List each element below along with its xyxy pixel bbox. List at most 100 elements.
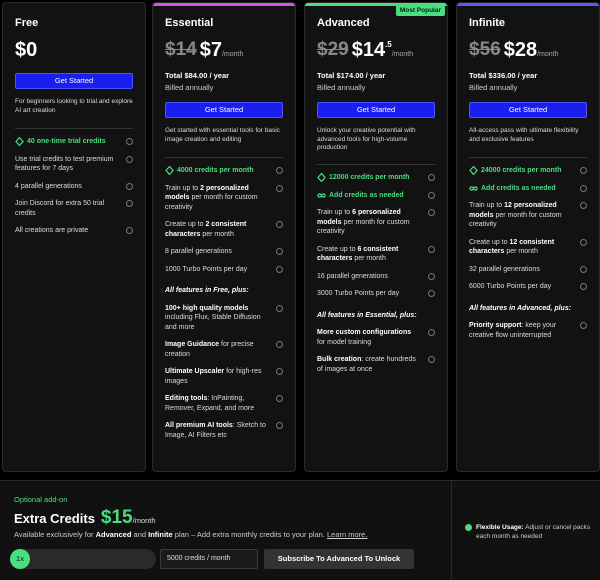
text-part: Advanced (95, 530, 132, 539)
feature: Create up to 2 consistent characters per… (165, 220, 283, 239)
subscribe-button[interactable]: Subscribe To Advanced To Unlock (264, 549, 414, 569)
info-icon[interactable] (276, 368, 283, 375)
info-icon[interactable] (276, 221, 283, 228)
get-started-button[interactable]: Get Started (317, 102, 435, 118)
feature: 8 parallel generations (165, 247, 283, 257)
get-started-button[interactable]: Get Started (165, 102, 283, 118)
plan-name: Infinite (469, 17, 506, 29)
info-icon[interactable] (276, 248, 283, 255)
feature: Create up to 6 consistent characters per… (317, 245, 435, 264)
get-started-button[interactable]: Get Started (15, 73, 133, 89)
text-part: All premium AI tools (165, 422, 233, 429)
text-part: for precise creation (165, 341, 254, 358)
section-heading: All features in Advanced, plus: (469, 304, 587, 314)
text-part: per month for custom creativity (469, 211, 562, 229)
feature: Use trial credits to test premium featur… (15, 155, 133, 174)
get-started-button[interactable]: Get Started (469, 102, 587, 118)
text-part: 3000 Turbo Points per day (317, 290, 400, 297)
info-icon[interactable] (580, 283, 587, 290)
info-icon[interactable] (126, 182, 133, 190)
price: $14 (351, 39, 386, 61)
text-part: Available exclusively for (14, 530, 96, 539)
info-icon[interactable] (580, 202, 587, 209)
text-part: Create up to (469, 238, 510, 246)
text-part: 2 personalized models (165, 184, 249, 202)
accent-bar (305, 3, 447, 6)
feature: Train up to 12 personalized models per m… (469, 201, 587, 230)
addon-description: Available exclusively for Advanced and I… (14, 530, 367, 539)
plan-name: Essential (165, 17, 214, 29)
text-part: 12000 credits per month (329, 174, 410, 181)
info-icon[interactable] (276, 395, 283, 402)
info-icon[interactable] (428, 329, 435, 336)
multiplier-slider[interactable]: 1x (10, 549, 156, 569)
info-icon[interactable] (580, 265, 587, 273)
feature: Train up to 2 personalized models per mo… (165, 184, 283, 213)
info-icon[interactable] (276, 422, 283, 429)
info-icon[interactable] (428, 191, 435, 199)
section-heading: All features in Free, plus: (165, 286, 283, 296)
info-icon[interactable] (580, 167, 587, 174)
text-part: 16 parallel generations (317, 272, 388, 280)
text-part: : keep your creative flow uninterrupted (469, 322, 557, 339)
text-part: Ultimate Upscaler (165, 368, 225, 375)
info-icon[interactable] (428, 245, 435, 253)
price-line: $56 $28/month (469, 39, 587, 63)
info-icon[interactable] (580, 184, 587, 192)
price: $7 (199, 39, 222, 61)
info-icon[interactable] (276, 184, 283, 192)
period: /month (537, 51, 559, 58)
text-part: 100+ high quality models (165, 304, 249, 312)
plan-card: Essential $14 $7/month Total $84.00 / year B… (152, 2, 296, 472)
info-icon[interactable] (428, 209, 435, 216)
feature: 100+ high quality models including Flux,… (165, 304, 283, 333)
old-price: $14 (165, 39, 197, 60)
text-part: 12 consistent characters (469, 238, 555, 256)
info-icon[interactable] (126, 155, 133, 163)
text-part: 4 parallel generations (15, 182, 82, 190)
text-part: per month (504, 248, 538, 255)
info-icon[interactable] (276, 341, 283, 348)
text-part: and (131, 530, 149, 539)
info-icon[interactable] (580, 322, 587, 329)
plan-name: Advanced (317, 17, 370, 29)
info-icon[interactable] (428, 272, 435, 280)
flexible-usage-note: Flexible Usage: Adjust or cancel packs e… (465, 523, 593, 541)
plan-card: Free $0 Get Started For beginners looking t… (2, 2, 146, 472)
info-icon[interactable] (276, 265, 283, 273)
info-icon[interactable] (580, 238, 587, 246)
info-icon[interactable] (428, 290, 435, 297)
description: For beginners looking to trial and explo… (15, 98, 133, 114)
total: Total $84.00 / year (165, 71, 230, 80)
credits-select[interactable]: 5000 credits / month (160, 549, 258, 569)
text-part: 32 parallel generations (469, 265, 540, 273)
feature: Join Discord for extra 50 trial credits (15, 199, 133, 218)
text-part: : create hundreds of images at once (317, 356, 416, 373)
info-icon[interactable] (276, 304, 283, 312)
slider-knob[interactable]: 1x (10, 549, 30, 569)
info-icon[interactable] (428, 174, 435, 181)
feature: 4000 credits per month (165, 166, 283, 176)
diamond-icon (15, 137, 24, 146)
link[interactable]: Learn more. (326, 530, 368, 539)
text-part: Flexible Usage: (476, 524, 524, 531)
diamond-icon (165, 166, 174, 175)
text-part: Create up to (165, 221, 206, 228)
info-icon[interactable] (276, 167, 283, 174)
feature: All premium AI tools: Sketch to Image, A… (165, 421, 283, 440)
feature: 24000 credits per month (469, 166, 587, 176)
price-line: $29 $14.5/month (317, 39, 435, 63)
check-icon (465, 524, 472, 531)
feature: 40 one-time trial credits (15, 137, 133, 147)
text-part: 1000 Turbo Points per day (165, 265, 248, 273)
description: Unlock your creative potential with adva… (317, 127, 416, 151)
infinity-icon (317, 192, 326, 198)
divider (317, 164, 435, 165)
diamond-icon (469, 166, 478, 175)
info-icon[interactable] (126, 227, 133, 234)
text-part: Adjust or cancel packs each month as nee… (476, 524, 591, 540)
info-icon[interactable] (126, 138, 133, 145)
info-icon[interactable] (126, 200, 133, 207)
billing: Billed annually (165, 83, 214, 92)
info-icon[interactable] (428, 356, 435, 363)
